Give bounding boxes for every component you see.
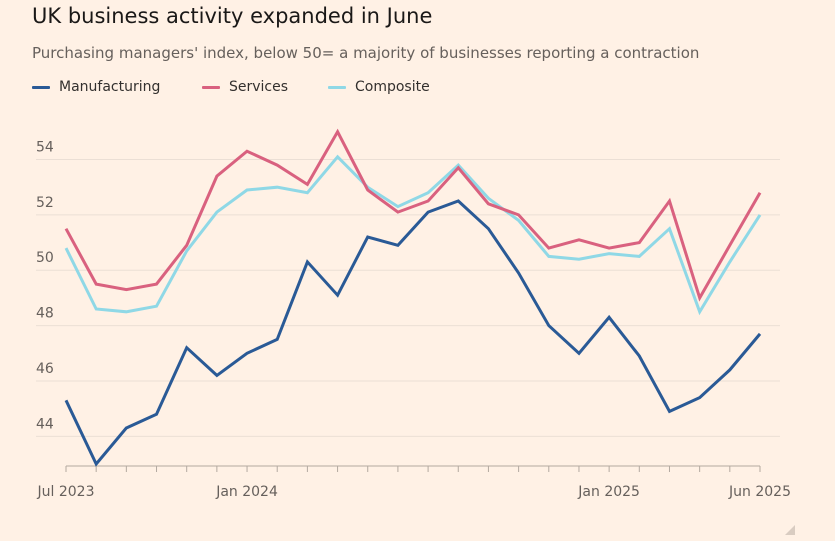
y-tick-label: 46 — [36, 361, 54, 377]
y-tick-label: 52 — [36, 195, 54, 211]
chart-title: UK business activity expanded in June — [32, 4, 433, 28]
y-tick-label: 44 — [36, 416, 54, 432]
legend-label-manufacturing: Manufacturing — [59, 79, 161, 95]
chart-subtitle: Purchasing managers' index, below 50= a … — [32, 44, 700, 62]
series-line-composite — [64, 154, 762, 316]
x-tick-label: Jan 2025 — [577, 484, 640, 500]
x-tick-label: Jul 2023 — [37, 484, 95, 500]
corner-mark-icon — [785, 525, 795, 535]
x-tick-label: Jan 2024 — [215, 484, 278, 500]
series-line-manufacturing — [64, 199, 762, 467]
legend-swatch-manufacturing — [32, 85, 50, 89]
tick-labels: 44 46 48 50 52 54 Jul 2023 Jan 2024 Jan 2025 Jun … — [36, 140, 791, 500]
legend-item-manufacturing: Manufacturing — [32, 79, 160, 95]
legend-label-services: Services — [229, 79, 289, 95]
legend-swatch-services — [202, 85, 220, 89]
legend-swatch-composite — [328, 85, 346, 89]
y-tick-label: 54 — [36, 140, 54, 156]
legend-item-composite: Composite — [328, 79, 430, 95]
y-tick-label: 48 — [36, 306, 54, 322]
legend-item-services: Services — [202, 79, 288, 95]
legend-label-composite: Composite — [355, 79, 430, 95]
series-lines — [64, 128, 762, 467]
x-axis — [65, 465, 761, 472]
x-tick-label: Jun 2025 — [728, 484, 791, 500]
gridlines — [36, 159, 780, 437]
y-tick-label: 50 — [36, 250, 54, 266]
series-line-services — [64, 128, 762, 302]
